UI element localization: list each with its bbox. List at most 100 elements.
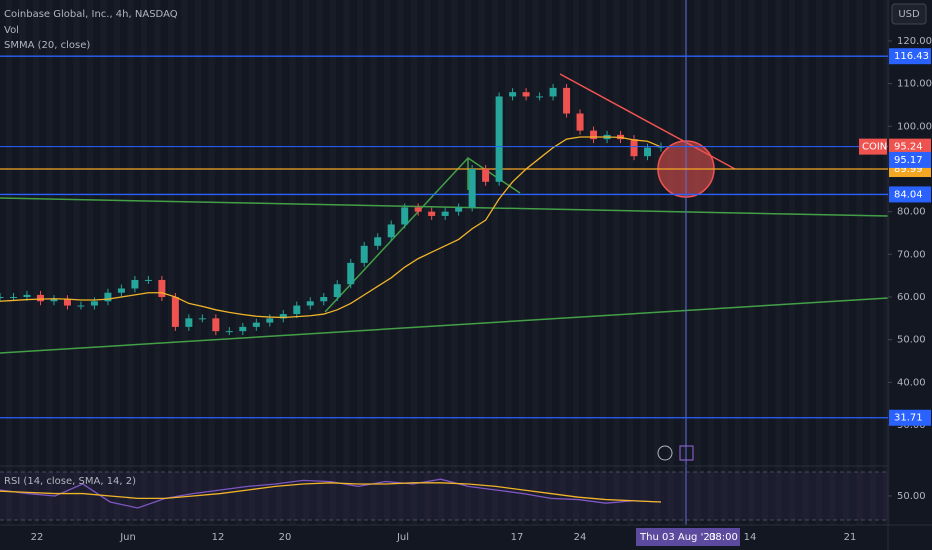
session-band [735, 0, 741, 525]
session-band [600, 0, 606, 525]
session-band [668, 0, 674, 525]
session-band [803, 0, 809, 525]
session-band [195, 0, 201, 525]
candle [266, 318, 274, 323]
candle [9, 297, 17, 299]
candle [482, 168, 490, 182]
session-band [209, 0, 215, 525]
session-band [330, 0, 336, 525]
session-band [303, 0, 309, 525]
earnings-icon[interactable] [679, 445, 694, 461]
level-label: 84.04 [894, 189, 923, 200]
session-band [398, 0, 404, 525]
currency-button[interactable] [891, 3, 927, 25]
session-band [276, 0, 282, 525]
session-band [641, 0, 647, 525]
session-band [560, 0, 566, 525]
session-band [857, 0, 863, 525]
session-band [587, 0, 593, 525]
session-band [533, 0, 539, 525]
session-band [317, 0, 323, 525]
candle [414, 207, 422, 212]
candle [333, 284, 341, 298]
candle [563, 87, 571, 114]
session-band [155, 0, 161, 525]
candle [576, 113, 584, 131]
level-tag [889, 409, 931, 426]
level-tag [889, 186, 931, 203]
session-band [546, 0, 552, 525]
candle [117, 288, 125, 293]
candle [387, 224, 395, 238]
session-band [87, 0, 93, 525]
y-tick-label: 100.00 [897, 121, 932, 132]
session-band [384, 0, 390, 525]
y-tick-label: 80.00 [897, 207, 926, 218]
cursor-date: Thu 03 Aug '23 [639, 532, 716, 543]
candle [225, 331, 233, 333]
event-icon[interactable] [657, 445, 673, 461]
candle [185, 318, 193, 327]
session-band [627, 0, 633, 525]
level-label: 31.71 [894, 413, 923, 424]
candle [590, 130, 598, 140]
session-band [74, 0, 80, 525]
candle [468, 168, 476, 208]
x-tick-label: 22 [31, 532, 44, 543]
candle [171, 297, 179, 327]
session-band [425, 0, 431, 525]
x-tick-label: 24 [574, 532, 587, 543]
candle [522, 92, 530, 97]
session-band [492, 0, 498, 525]
candle [77, 305, 85, 307]
x-tick-label: 17 [511, 532, 524, 543]
candle [644, 147, 652, 157]
volume-legend: Vol [4, 25, 19, 36]
smma-legend: SMMA (20, close) [4, 40, 90, 51]
cursor-tag [636, 528, 740, 546]
candle [279, 314, 287, 319]
session-band [816, 0, 822, 525]
y-tick-label: 60.00 [897, 292, 926, 303]
price-label: 95.24 [894, 142, 923, 153]
level-label: 89.99 [894, 164, 923, 175]
session-band [290, 0, 296, 525]
candle [509, 92, 517, 97]
candle [401, 207, 409, 225]
y-tick-label: 50.00 [897, 335, 926, 346]
candle [198, 318, 206, 320]
symbol-tag [859, 138, 887, 155]
trend-line [0, 197, 889, 217]
candle [36, 294, 44, 302]
session-band [33, 0, 39, 525]
candle [252, 322, 260, 327]
candle [306, 301, 314, 306]
session-band [479, 0, 485, 525]
rsi-line [0, 482, 662, 503]
candle [374, 237, 382, 246]
smma-tag [889, 151, 931, 168]
currency[interactable]: USD [898, 9, 920, 20]
candle [630, 139, 638, 157]
session-band [263, 0, 269, 525]
candle [293, 305, 301, 315]
candle [0, 297, 4, 299]
session-band [573, 0, 579, 525]
candle [360, 245, 368, 263]
candle [144, 279, 152, 281]
candle [455, 207, 463, 212]
symbol-label: COIN [862, 142, 887, 153]
x-tick-label: 14 [744, 532, 757, 543]
rsi-legend: RSI (14, close, SMA, 14, 2) [4, 476, 136, 487]
session-band [344, 0, 350, 525]
session-band [870, 0, 876, 525]
rsi-line [0, 478, 662, 509]
session-band [6, 0, 12, 525]
cursor-time: 08:00 [709, 532, 738, 543]
candle [536, 96, 544, 98]
candle [549, 87, 557, 97]
trend-line [0, 297, 889, 354]
session-band [830, 0, 836, 525]
candle [320, 297, 328, 302]
session-band [236, 0, 242, 525]
